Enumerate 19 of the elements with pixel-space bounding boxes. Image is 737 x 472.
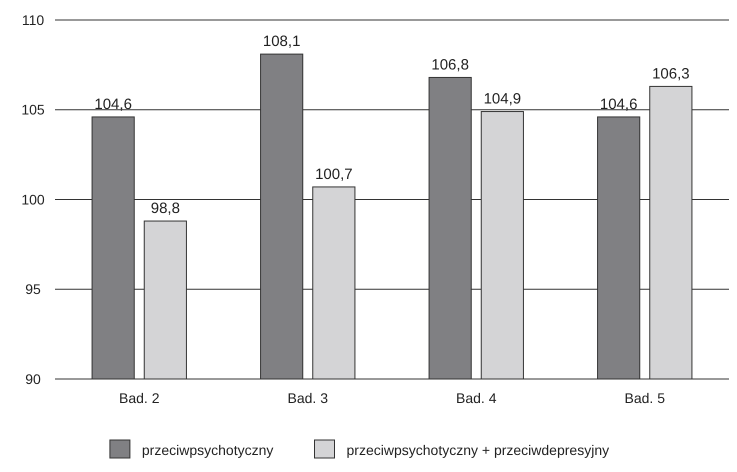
- x-tick-label: Bad. 3: [288, 390, 328, 406]
- data-label: 100,7: [315, 166, 353, 183]
- data-label: 104,9: [484, 90, 522, 108]
- y-tick-label: 100: [21, 191, 45, 208]
- data-label: 106,8: [431, 56, 469, 74]
- x-tick-label: Bad. 2: [119, 390, 160, 406]
- data-label: 98,8: [150, 200, 180, 218]
- y-tick-label: 90: [25, 370, 41, 387]
- data-label: 104,6: [94, 96, 132, 113]
- legend-label: przeciwpsychotyczny + przeciwdepresyjny: [346, 442, 610, 458]
- x-tick-label: Bad. 5: [624, 390, 666, 406]
- y-tick-label: 105: [21, 102, 45, 118]
- data-label: 108,1: [262, 33, 300, 50]
- data-label: 106,3: [652, 65, 690, 82]
- x-tick-label: Bad. 4: [456, 390, 497, 406]
- data-label: 104,6: [600, 96, 638, 113]
- y-tick-label: 95: [25, 281, 41, 298]
- y-tick-label: 110: [22, 12, 44, 28]
- legend-label: przeciwpsychotyczny: [142, 442, 274, 458]
